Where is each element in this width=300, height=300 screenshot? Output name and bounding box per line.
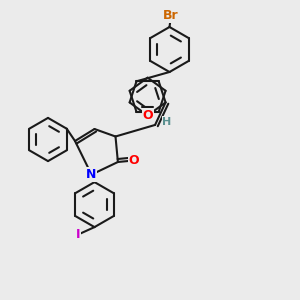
Text: Br: Br (163, 9, 179, 22)
Text: H: H (162, 117, 172, 127)
Text: O: O (142, 109, 153, 122)
Text: N: N (86, 168, 97, 181)
Text: I: I (76, 228, 80, 241)
Text: O: O (128, 154, 139, 167)
